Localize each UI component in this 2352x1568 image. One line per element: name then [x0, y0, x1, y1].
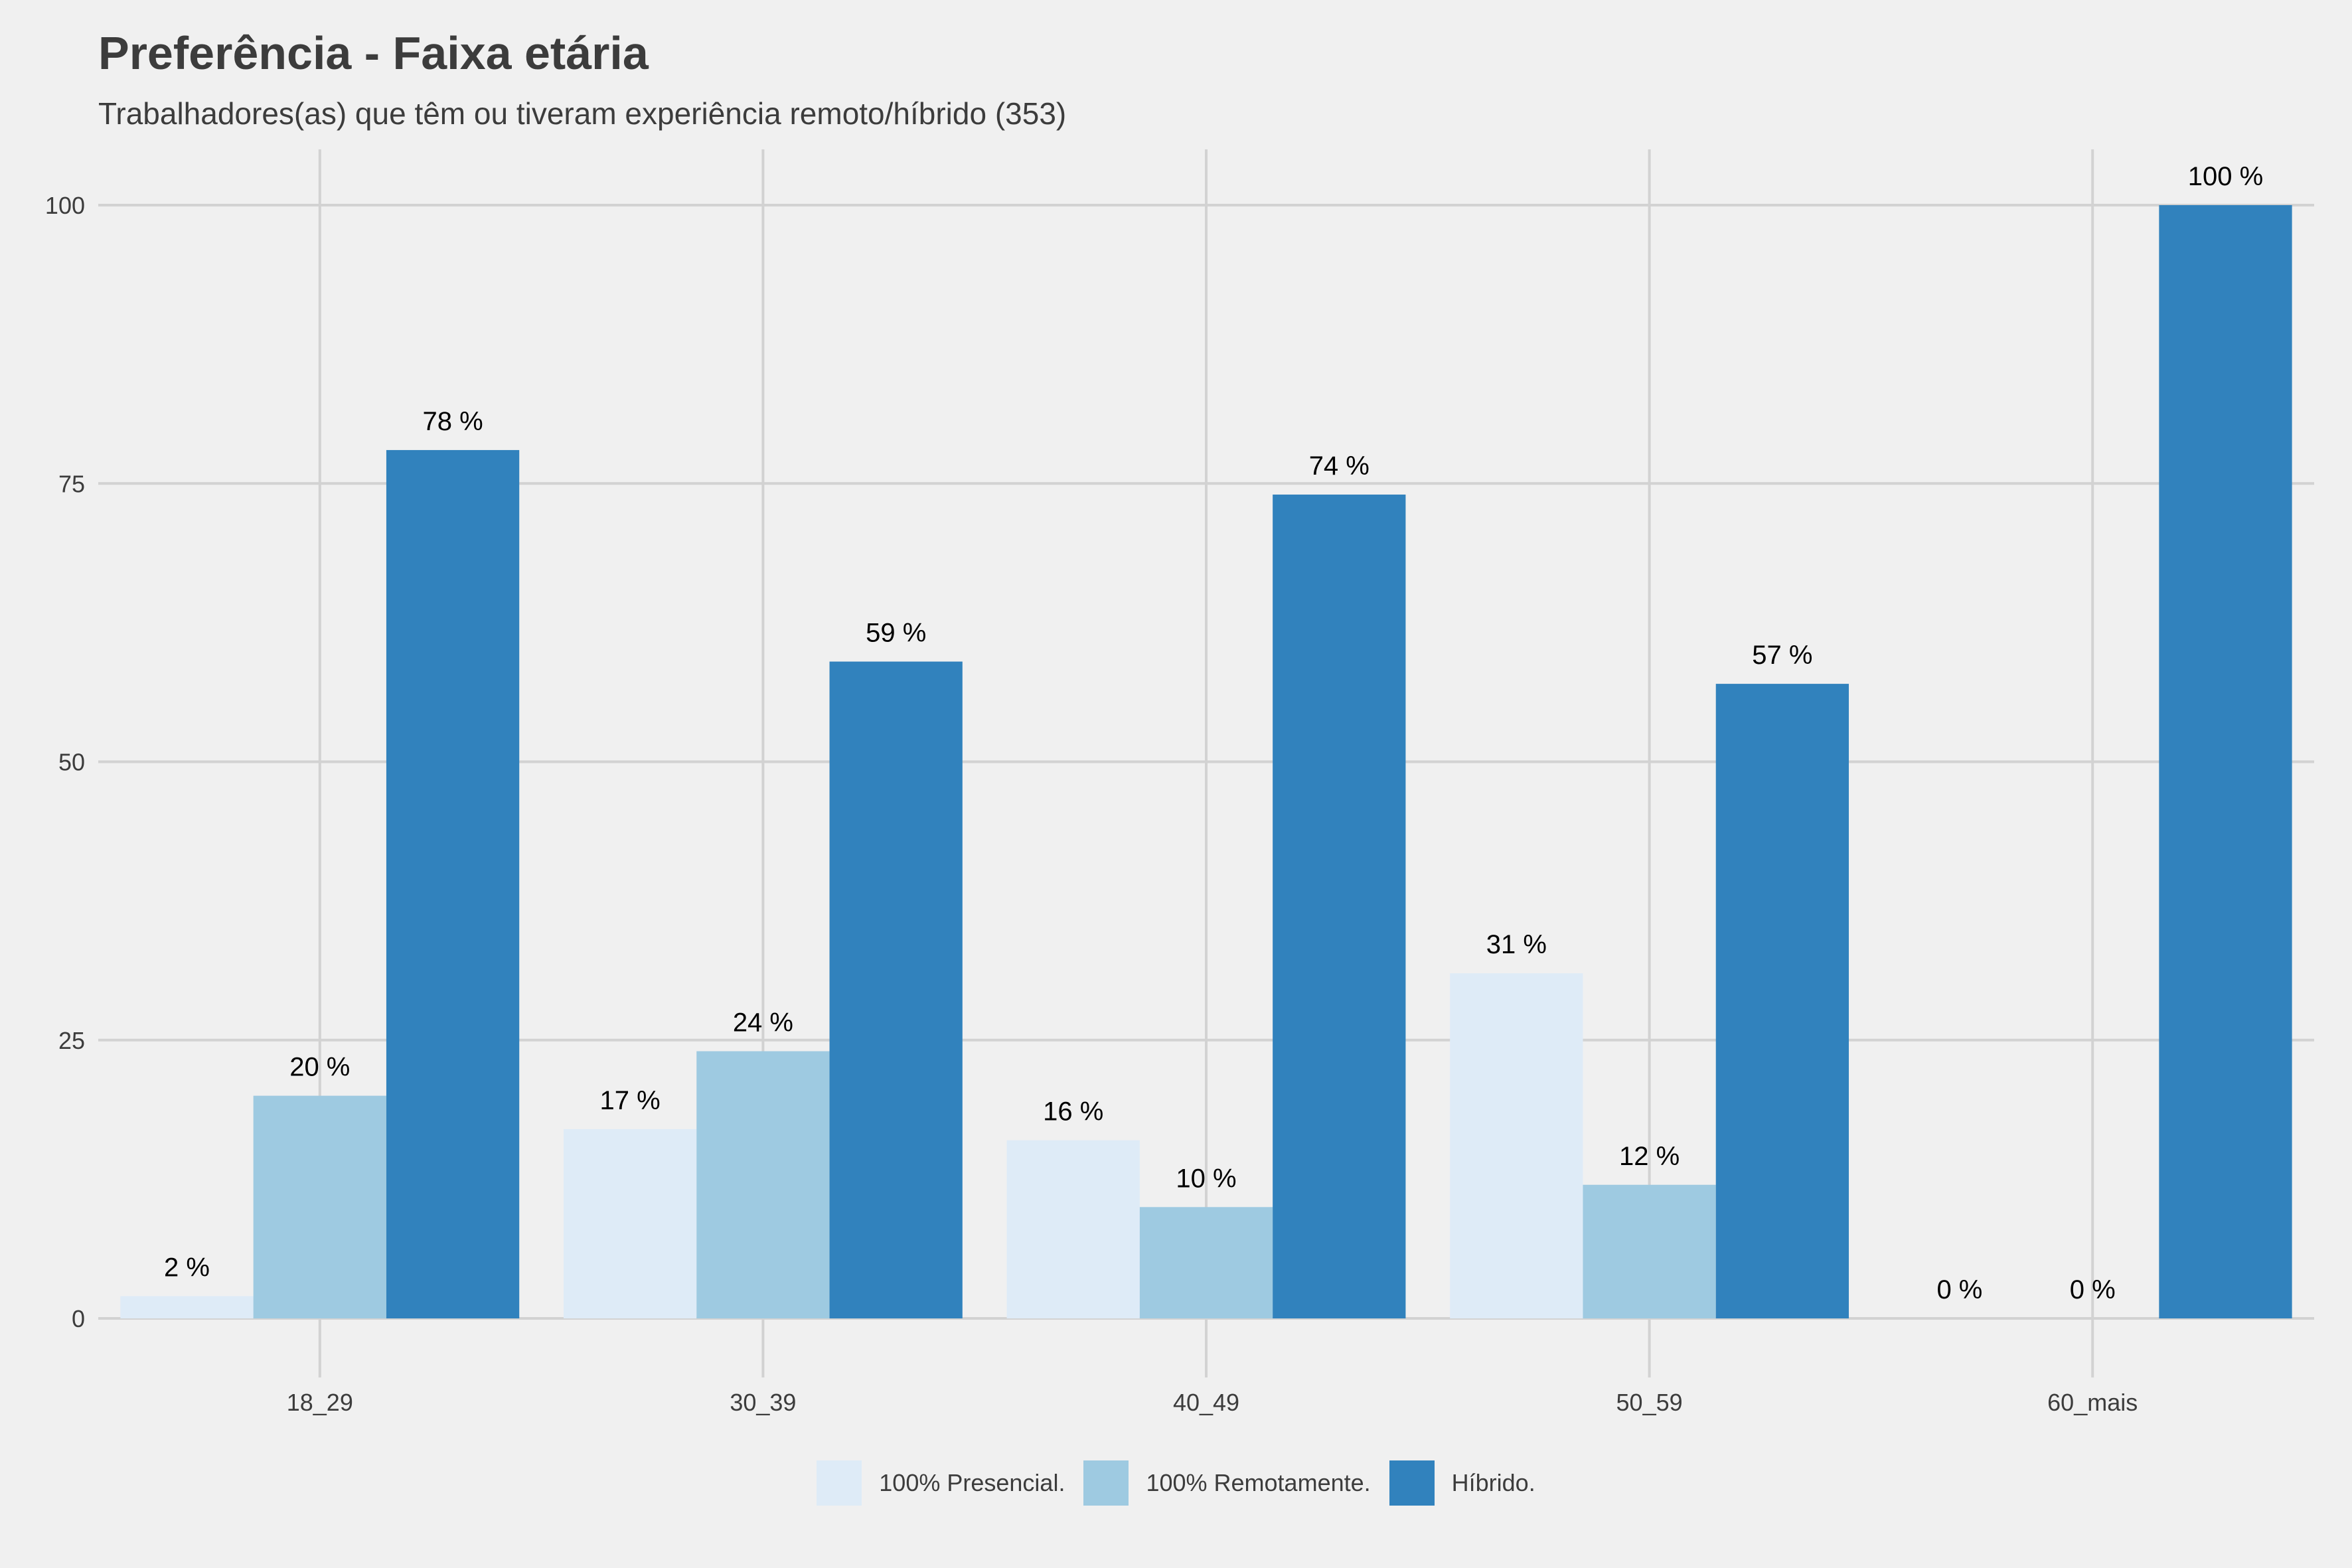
bar: [829, 661, 963, 1318]
x-tick-label: 40_49: [1173, 1389, 1239, 1416]
chart-title: Preferência - Faixa etária: [98, 27, 649, 79]
bar-value-label: 2 %: [164, 1253, 210, 1282]
y-tick-label: 0: [72, 1305, 85, 1332]
legend-item-hibrido: Híbrido.: [1389, 1460, 1535, 1506]
x-tick-label: 30_39: [730, 1389, 796, 1416]
legend-item-remotamente: 100% Remotamente.: [1083, 1460, 1371, 1506]
bar-value-label: 57 %: [1752, 641, 1812, 670]
legend-item-presencial: 100% Presencial.: [817, 1460, 1065, 1506]
legend-label-presencial: 100% Presencial.: [879, 1469, 1065, 1496]
legend-label-remotamente: 100% Remotamente.: [1146, 1469, 1371, 1496]
bar-value-label: 12 %: [1619, 1142, 1680, 1171]
legend-swatch-presencial: [817, 1460, 862, 1506]
bar: [563, 1129, 697, 1318]
bar-value-label: 0 %: [2070, 1275, 2116, 1304]
y-tick-label: 50: [58, 749, 85, 776]
bar: [1715, 684, 1849, 1318]
chart-subtitle: Trabalhadores(as) que têm ou tiveram exp…: [98, 96, 1067, 131]
bar: [1583, 1184, 1716, 1318]
legend: 100% Presencial. 100% Remotamente. Híbri…: [0, 1460, 2352, 1506]
bar-value-label: 59 %: [866, 619, 926, 648]
x-tick-label: 18_29: [287, 1389, 353, 1416]
bar: [696, 1051, 830, 1318]
y-tick-label: 75: [58, 470, 85, 497]
bar-value-label: 17 %: [600, 1086, 661, 1115]
bar-value-label: 24 %: [733, 1008, 793, 1038]
bar: [1450, 973, 1583, 1318]
legend-swatch-remotamente: [1083, 1460, 1129, 1506]
bar: [253, 1095, 386, 1318]
bar-value-label: 16 %: [1043, 1097, 1103, 1127]
y-tick-label: 25: [58, 1027, 85, 1054]
bar: [1273, 495, 1406, 1318]
bar: [1006, 1140, 1140, 1318]
bar-value-label: 74 %: [1309, 451, 1370, 481]
bar-value-label: 100 %: [2188, 162, 2263, 191]
x-tick-label: 50_59: [1616, 1389, 1683, 1416]
bar: [2159, 205, 2292, 1318]
bar-value-label: 10 %: [1176, 1164, 1236, 1193]
x-tick-label: 60_mais: [2047, 1389, 2138, 1416]
legend-label-hibrido: Híbrido.: [1451, 1469, 1535, 1496]
bar: [120, 1296, 254, 1318]
bar: [386, 449, 520, 1319]
y-tick-label: 100: [45, 192, 85, 219]
bar-value-label: 78 %: [422, 407, 483, 436]
bar-value-label: 20 %: [289, 1053, 350, 1082]
legend-swatch-hibrido: [1389, 1460, 1435, 1506]
bar: [1139, 1207, 1273, 1318]
bar-value-label: 31 %: [1486, 930, 1547, 959]
bar-value-label: 0 %: [1936, 1275, 1982, 1304]
